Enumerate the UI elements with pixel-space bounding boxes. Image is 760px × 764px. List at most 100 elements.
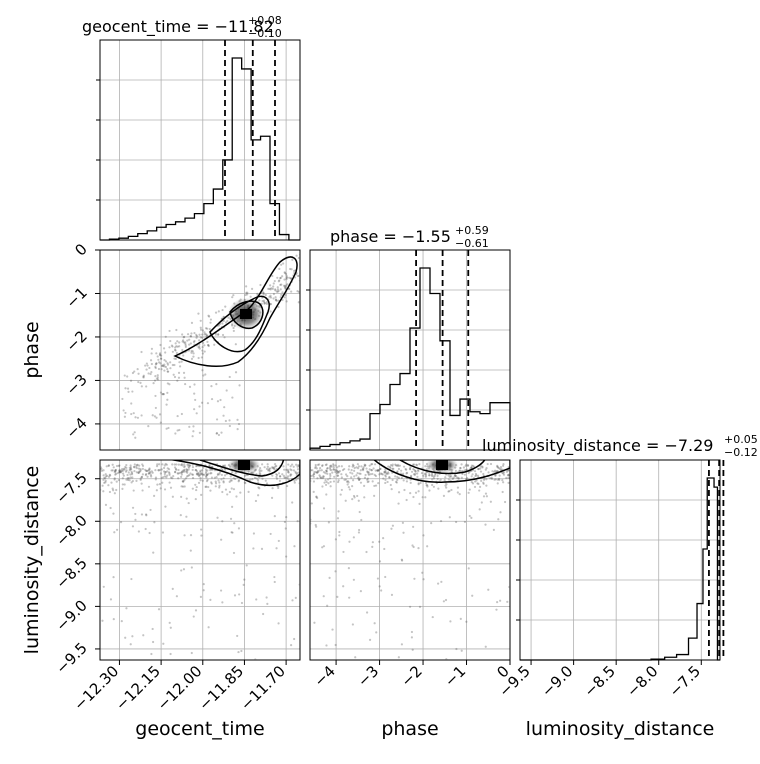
sample-point: [201, 333, 204, 336]
sample-point: [125, 478, 128, 481]
sample-point: [326, 467, 329, 470]
sample-point: [210, 476, 214, 479]
sample-point: [221, 490, 224, 494]
sample-point: [256, 479, 260, 482]
sample-point: [137, 467, 140, 470]
sample-point: [168, 346, 171, 349]
sample-point: [195, 488, 198, 492]
sample-point: [208, 464, 211, 467]
sample-point: [197, 356, 200, 360]
sample-point: [228, 424, 231, 428]
sample-point: [126, 375, 129, 378]
sample-point: [298, 482, 300, 485]
sample-point: [205, 485, 208, 488]
sample-point: [144, 527, 147, 531]
sample-point: [263, 302, 267, 305]
sample-point: [471, 594, 474, 597]
panel-2-2: [516, 459, 721, 661]
sample-point: [494, 469, 497, 472]
sample-point: [321, 546, 324, 549]
sample-point: [192, 355, 195, 358]
sample-point: [206, 340, 209, 343]
sample-point: [181, 470, 184, 473]
sample-point: [102, 490, 105, 493]
sample-point: [351, 498, 354, 501]
sample-point: [153, 379, 157, 382]
sample-point: [458, 469, 461, 472]
sample-point: [283, 296, 286, 299]
sample-point: [481, 466, 484, 469]
sample-point: [204, 327, 208, 330]
sample-point: [350, 469, 353, 472]
sample-point: [166, 398, 169, 401]
y-axis-label-luminosity-distance: luminosity_distance: [21, 466, 43, 655]
sample-point: [163, 472, 166, 476]
sample-point: [417, 483, 420, 486]
sample-point: [338, 470, 341, 473]
sample-point: [193, 339, 196, 343]
sample-point: [265, 302, 268, 305]
sample-point: [286, 476, 289, 480]
sample-point: [357, 467, 360, 470]
sample-point: [289, 644, 293, 647]
sample-point: [204, 471, 208, 475]
sample-point: [282, 262, 285, 265]
sample-point: [273, 580, 276, 584]
sample-point: [118, 464, 121, 467]
sample-point: [495, 608, 498, 611]
sample-point: [396, 463, 400, 466]
sample-point: [220, 478, 223, 481]
sample-point: [314, 471, 317, 474]
sample-point: [191, 487, 194, 490]
sample-point: [502, 472, 505, 475]
sample-point: [268, 287, 271, 290]
sample-point: [472, 465, 476, 468]
sample-point: [324, 463, 327, 467]
sample-point: [132, 433, 135, 436]
sample-point: [285, 284, 288, 287]
sample-point: [182, 480, 185, 483]
sample-point: [378, 560, 382, 563]
sample-point: [112, 512, 115, 515]
sample-point: [174, 349, 177, 352]
sample-point: [151, 471, 154, 474]
sample-point: [214, 482, 218, 485]
sample-point: [430, 522, 433, 525]
sample-point: [277, 539, 280, 543]
sample-point: [258, 468, 261, 472]
sample-point: [296, 465, 299, 468]
sample-point: [139, 468, 142, 471]
sample-point: [118, 470, 121, 473]
sample-point: [154, 363, 157, 366]
sample-point: [355, 474, 358, 477]
sample-point: [249, 478, 252, 481]
sample-point: [189, 342, 192, 345]
sample-point: [159, 391, 163, 394]
sample-point: [484, 645, 487, 648]
sample-point: [283, 272, 287, 275]
credible-contour-1: [398, 460, 486, 475]
density-peak: [240, 309, 252, 319]
sample-point: [482, 478, 486, 481]
sample-point: [199, 470, 202, 473]
sample-point: [195, 472, 199, 475]
sample-point: [490, 476, 493, 479]
sample-point: [286, 468, 289, 471]
sample-point: [297, 301, 300, 304]
sample-point: [482, 482, 485, 485]
panel-frame: [99, 249, 301, 451]
sample-point: [196, 473, 199, 476]
sample-point: [322, 475, 325, 478]
sample-point: [479, 470, 483, 473]
sample-point: [207, 344, 210, 348]
sample-point: [322, 545, 326, 548]
histogram-luminosity_distance: [520, 477, 720, 661]
sample-point: [287, 471, 290, 474]
sample-point: [470, 475, 473, 478]
sample-point: [112, 575, 115, 579]
panel-title-phase: phase = −1.55 +0.59 −0.61: [330, 224, 489, 250]
sample-point: [314, 465, 317, 468]
sample-point: [281, 298, 284, 302]
sample-point: [203, 333, 206, 336]
